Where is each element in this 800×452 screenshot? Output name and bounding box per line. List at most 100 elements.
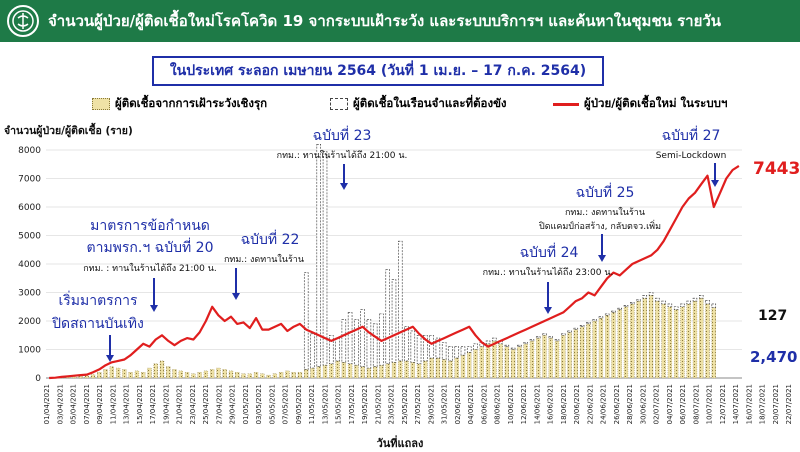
bar-prison [448, 347, 452, 361]
bar-prison [599, 317, 603, 318]
x-tick-label: 07/05/2021 [282, 384, 290, 424]
x-tick-label: 04/07/2021 [666, 384, 674, 424]
bar-active [129, 372, 133, 378]
bar-active [166, 367, 170, 378]
bar-prison [530, 340, 534, 341]
annotation-label: ฉบับที่ 24 [520, 243, 579, 261]
x-tick-label: 22/06/2021 [586, 384, 594, 424]
bar-active [223, 369, 227, 378]
bar-prison [680, 304, 684, 307]
annotation-note: กทม.: ทานในร้านได้ถึง 23:00 น. [483, 267, 614, 278]
bar-active [336, 361, 340, 378]
y-tick-label: 3000 [18, 289, 41, 299]
bar-active [116, 368, 120, 378]
x-tick-label: 22/07/2021 [785, 384, 793, 424]
bar-active [160, 361, 164, 378]
x-tick-label: 10/06/2021 [507, 384, 515, 424]
x-tick-label: 28/06/2021 [626, 384, 634, 424]
x-tick-label: 02/06/2021 [454, 384, 462, 424]
x-tick-label: 14/06/2021 [533, 384, 541, 424]
bar-prison [474, 344, 478, 350]
bar-active [373, 367, 377, 378]
bar-prison [630, 302, 634, 303]
end-label-active: 2,470 [750, 348, 797, 366]
y-tick-label: 4000 [18, 260, 41, 270]
bar-active [637, 301, 641, 378]
bar-active [549, 338, 553, 378]
bar-active [348, 364, 352, 378]
bar-prison [317, 144, 321, 366]
annotation-note: Semi-Lockdown [656, 151, 727, 161]
annotation-note: กทม.: งดทานในร้าน [565, 207, 645, 218]
bar-active [687, 304, 691, 378]
bar-prison [605, 314, 609, 315]
bar-active [480, 347, 484, 378]
bar-active [235, 372, 239, 378]
x-tick-label: 21/04/2021 [176, 384, 184, 424]
x-tick-label: 09/04/2021 [96, 384, 104, 424]
bar-prison [593, 320, 597, 321]
bar-active [141, 372, 145, 378]
bar-prison [649, 293, 653, 296]
y-tick-label: 1000 [18, 346, 41, 356]
bar-active [179, 371, 183, 378]
bar-active [85, 376, 89, 378]
bar-active [97, 372, 101, 378]
bar-prison [574, 328, 578, 329]
x-tick-label: 29/04/2021 [229, 384, 237, 424]
bar-active [298, 372, 302, 378]
annotation-note: กทม.: ทานในร้านได้ถึง 21:00 น. [277, 150, 408, 161]
bar-active [292, 372, 296, 378]
bar-active [655, 301, 659, 378]
x-tick-label: 14/07/2021 [732, 384, 740, 424]
bar-active [605, 315, 609, 378]
bar-active [91, 375, 95, 378]
end-label-prison: 127 [758, 308, 787, 324]
bar-active [593, 321, 597, 378]
x-tick-label: 08/07/2021 [692, 384, 700, 424]
bar-active [386, 364, 390, 378]
bar-active [361, 367, 365, 378]
bar-prison [643, 295, 647, 298]
annotation-label: ฉบับที่ 22 [241, 230, 300, 248]
x-tick-label: 12/06/2021 [520, 384, 528, 424]
bar-prison [354, 320, 358, 366]
annotation-arrow-head [598, 255, 606, 262]
annotation-label: เริ่มมาตรการ [58, 291, 138, 309]
bar-prison [612, 311, 616, 312]
annotation-label: ฉบับที่ 23 [313, 126, 372, 144]
y-tick-label: 5000 [18, 232, 41, 242]
y-tick-label: 8000 [18, 146, 41, 156]
x-tick-label: 19/04/2021 [162, 384, 170, 424]
bar-active [561, 335, 565, 378]
x-tick-label: 31/05/2021 [441, 384, 449, 424]
x-tick-label: 03/05/2021 [255, 384, 263, 424]
y-tick-label: 6000 [18, 203, 41, 213]
bar-prison [511, 348, 515, 349]
bar-active [354, 365, 358, 378]
bar-prison [405, 327, 409, 361]
bar-active [148, 368, 152, 378]
bar-active [668, 307, 672, 378]
x-tick-label: 18/06/2021 [560, 384, 568, 424]
bar-prison [505, 345, 509, 346]
bar-active [380, 365, 384, 378]
bar-active [398, 361, 402, 378]
bar-active [486, 344, 490, 378]
bar-prison [624, 305, 628, 306]
bar-active [254, 372, 258, 378]
x-tick-label: 20/06/2021 [573, 384, 581, 424]
bar-prison [568, 331, 572, 332]
bar-active [517, 347, 521, 378]
bar-active [436, 358, 440, 378]
bar-prison [367, 320, 371, 368]
bar-active [417, 364, 421, 378]
bar-prison [361, 310, 365, 367]
annotation-arrow-head [711, 180, 719, 187]
bar-prison [555, 340, 559, 341]
x-tick-label: 23/05/2021 [388, 384, 396, 424]
bar-active [267, 375, 271, 378]
bar-active [323, 365, 327, 378]
bar-active [216, 368, 220, 378]
bar-prison [536, 337, 540, 338]
